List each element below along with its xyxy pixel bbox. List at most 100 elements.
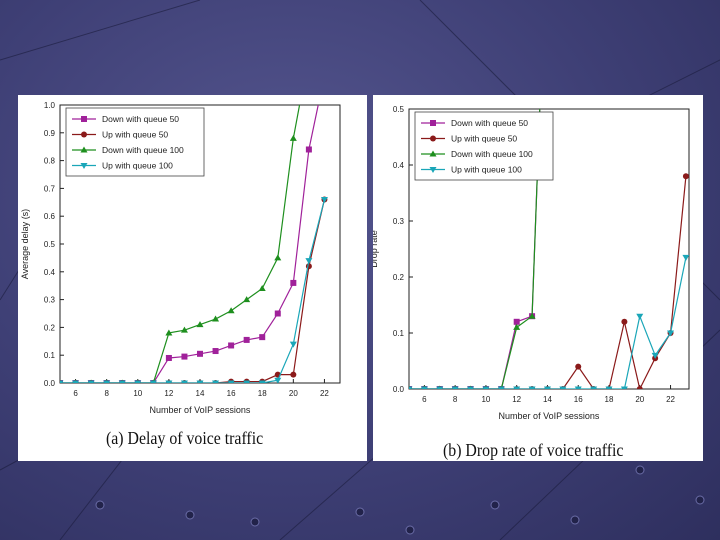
y-tick-label: 0.4 [393, 161, 405, 170]
data-point [197, 351, 203, 357]
data-point [637, 386, 643, 392]
y-tick-label: 0.0 [44, 379, 56, 388]
data-point [213, 348, 219, 354]
chart-legend: Down with queue 50 Up with queue 50 Down w… [66, 108, 204, 176]
x-tick-label: 16 [574, 395, 583, 404]
x-tick-label: 6 [73, 389, 78, 398]
data-point [228, 307, 235, 313]
background-dot [356, 508, 364, 516]
data-point [243, 296, 250, 302]
data-point [81, 116, 87, 122]
x-tick-label: 16 [227, 389, 236, 398]
background-line [0, 0, 200, 60]
x-tick-label: 6 [422, 395, 427, 404]
data-point [166, 355, 172, 361]
x-tick-label: 10 [481, 395, 490, 404]
legend-label: Up with queue 50 [102, 130, 168, 140]
data-point [212, 316, 219, 322]
y-tick-label: 0.2 [44, 323, 56, 332]
legend-label: Down with queue 100 [451, 149, 533, 159]
chart-panel-delay: 0.0 0.1 0.2 0.3 0.4 0.5 0.6 0.7 0.8 0.9 1.0 6 8 10 12 1… [18, 95, 367, 461]
data-series [406, 173, 689, 392]
x-tick-label: 14 [543, 395, 552, 404]
x-axis-label: Number of VoIP sessions [499, 411, 600, 421]
data-point [290, 135, 297, 141]
data-point [290, 372, 296, 378]
background-dot [186, 511, 194, 519]
x-tick-label: 14 [196, 389, 205, 398]
data-point [228, 342, 234, 348]
data-point [514, 319, 520, 325]
data-point [430, 136, 436, 142]
x-tick-label: 22 [666, 395, 675, 404]
data-point [274, 254, 281, 260]
data-series [406, 255, 690, 393]
x-tick-label: 10 [133, 389, 142, 398]
background-dot [491, 501, 499, 509]
series-line [409, 257, 686, 389]
data-series [57, 197, 328, 386]
y-tick-label: 0.3 [44, 296, 56, 305]
chart-caption-drop-rate: (b) Drop rate of voice traffic [443, 440, 623, 461]
background-dot [696, 496, 704, 504]
x-tick-label: 20 [635, 395, 644, 404]
y-tick-label: 0.3 [393, 217, 405, 226]
chart-legend: Down with queue 50 Up with queue 50 Down w… [415, 112, 553, 180]
legend-label: Down with queue 50 [102, 114, 179, 124]
x-tick-label: 18 [258, 389, 267, 398]
y-axis-label: Average delay (s) [20, 209, 30, 279]
y-tick-label: 0.5 [393, 105, 405, 114]
y-tick-label: 1.0 [44, 101, 56, 110]
y-tick-label: 0.7 [44, 184, 56, 193]
drop-rate-chart: 0.0 0.1 0.2 0.3 0.4 0.5 6 8 10 12 14 16 18 20 22 Number… [373, 95, 703, 461]
data-point [305, 258, 312, 264]
legend-label: Up with queue 100 [451, 165, 522, 175]
x-tick-label: 22 [320, 389, 329, 398]
x-tick-label: 12 [164, 389, 173, 398]
background-dot [636, 466, 644, 474]
data-point [290, 280, 296, 286]
x-tick-label: 8 [453, 395, 458, 404]
x-tick-label: 18 [605, 395, 614, 404]
legend-label: Up with queue 100 [102, 161, 173, 171]
data-point [682, 255, 689, 261]
background-dot [251, 518, 259, 526]
data-point [683, 173, 689, 179]
y-tick-label: 0.6 [44, 212, 56, 221]
y-tick-label: 0.0 [393, 385, 405, 394]
x-tick-label: 8 [104, 389, 109, 398]
chart-caption-delay: (a) Delay of voice traffic [106, 428, 263, 449]
y-tick-label: 0.4 [44, 268, 56, 277]
data-point [306, 146, 312, 152]
data-point [181, 354, 187, 360]
y-tick-label: 0.2 [393, 273, 405, 282]
data-point [575, 364, 581, 370]
data-point [636, 314, 643, 320]
legend-label: Down with queue 50 [451, 118, 528, 128]
data-point [81, 132, 87, 138]
data-point [275, 311, 281, 317]
background-dot [406, 526, 414, 534]
x-tick-label: 12 [512, 395, 521, 404]
legend-label: Up with queue 50 [451, 134, 517, 144]
data-point [290, 342, 297, 348]
y-tick-label: 0.8 [44, 157, 56, 166]
data-point [244, 337, 250, 343]
legend-label: Down with queue 100 [102, 145, 184, 155]
delay-chart: 0.0 0.1 0.2 0.3 0.4 0.5 0.6 0.7 0.8 0.9 1.0 6 8 10 12 1… [18, 95, 367, 461]
x-axis-label: Number of VoIP sessions [150, 405, 251, 415]
data-point [621, 319, 627, 325]
background-dot [96, 501, 104, 509]
series-line [409, 176, 686, 389]
y-tick-label: 0.1 [393, 329, 405, 338]
x-tick-label: 20 [289, 389, 298, 398]
data-point [259, 334, 265, 340]
chart-panel-drop-rate: 0.0 0.1 0.2 0.3 0.4 0.5 6 8 10 12 14 16 18 20 22 Number… [373, 95, 703, 461]
background-dot [571, 516, 579, 524]
y-tick-label: 0.1 [44, 351, 56, 360]
data-point [259, 285, 266, 291]
data-point [430, 120, 436, 126]
y-tick-label: 0.9 [44, 129, 56, 138]
y-tick-label: 0.5 [44, 240, 56, 249]
y-axis-label: Drop rate [373, 230, 379, 268]
